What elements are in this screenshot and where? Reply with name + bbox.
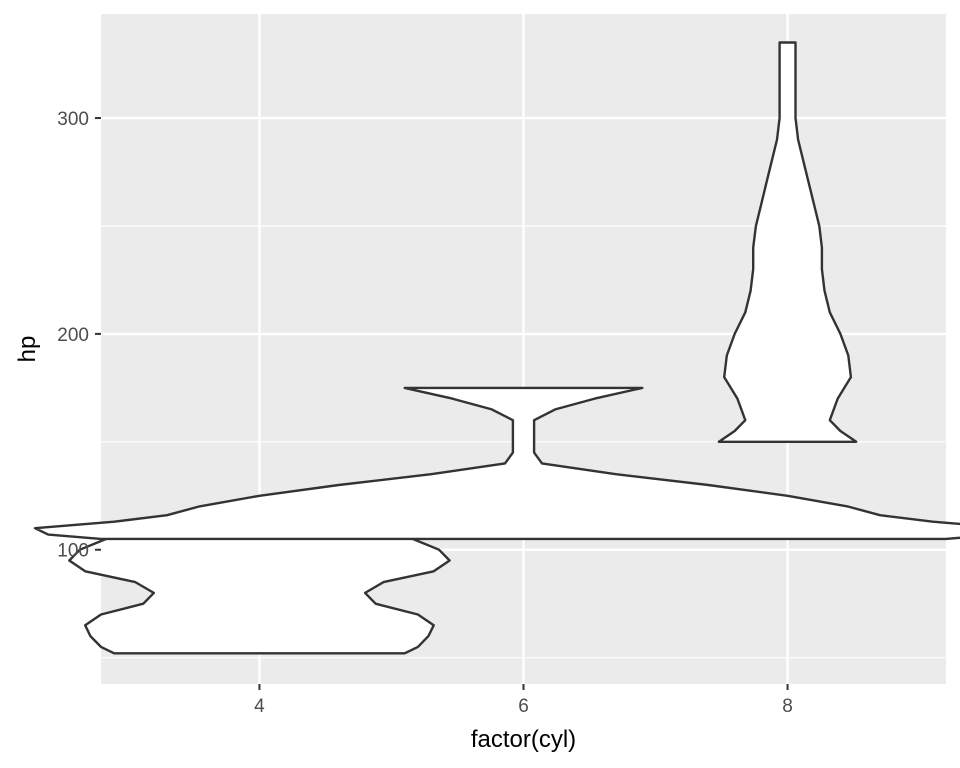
violin-cyl-6 (33, 386, 960, 541)
violin-cyl-8 (717, 41, 858, 443)
y-tick-label: 300 (57, 109, 89, 130)
x-tick-label: 4 (254, 696, 265, 717)
x-axis-title: factor(cyl) (471, 726, 576, 753)
y-axis: 100 200 300 (57, 109, 101, 562)
y-tick-label: 100 (57, 541, 89, 562)
x-axis: 4 6 8 (254, 684, 793, 717)
y-tick-label: 200 (57, 325, 89, 346)
x-tick-label: 8 (782, 696, 793, 717)
violins (33, 41, 960, 655)
y-axis-title: hp (14, 336, 41, 363)
x-tick-label: 6 (518, 696, 529, 717)
